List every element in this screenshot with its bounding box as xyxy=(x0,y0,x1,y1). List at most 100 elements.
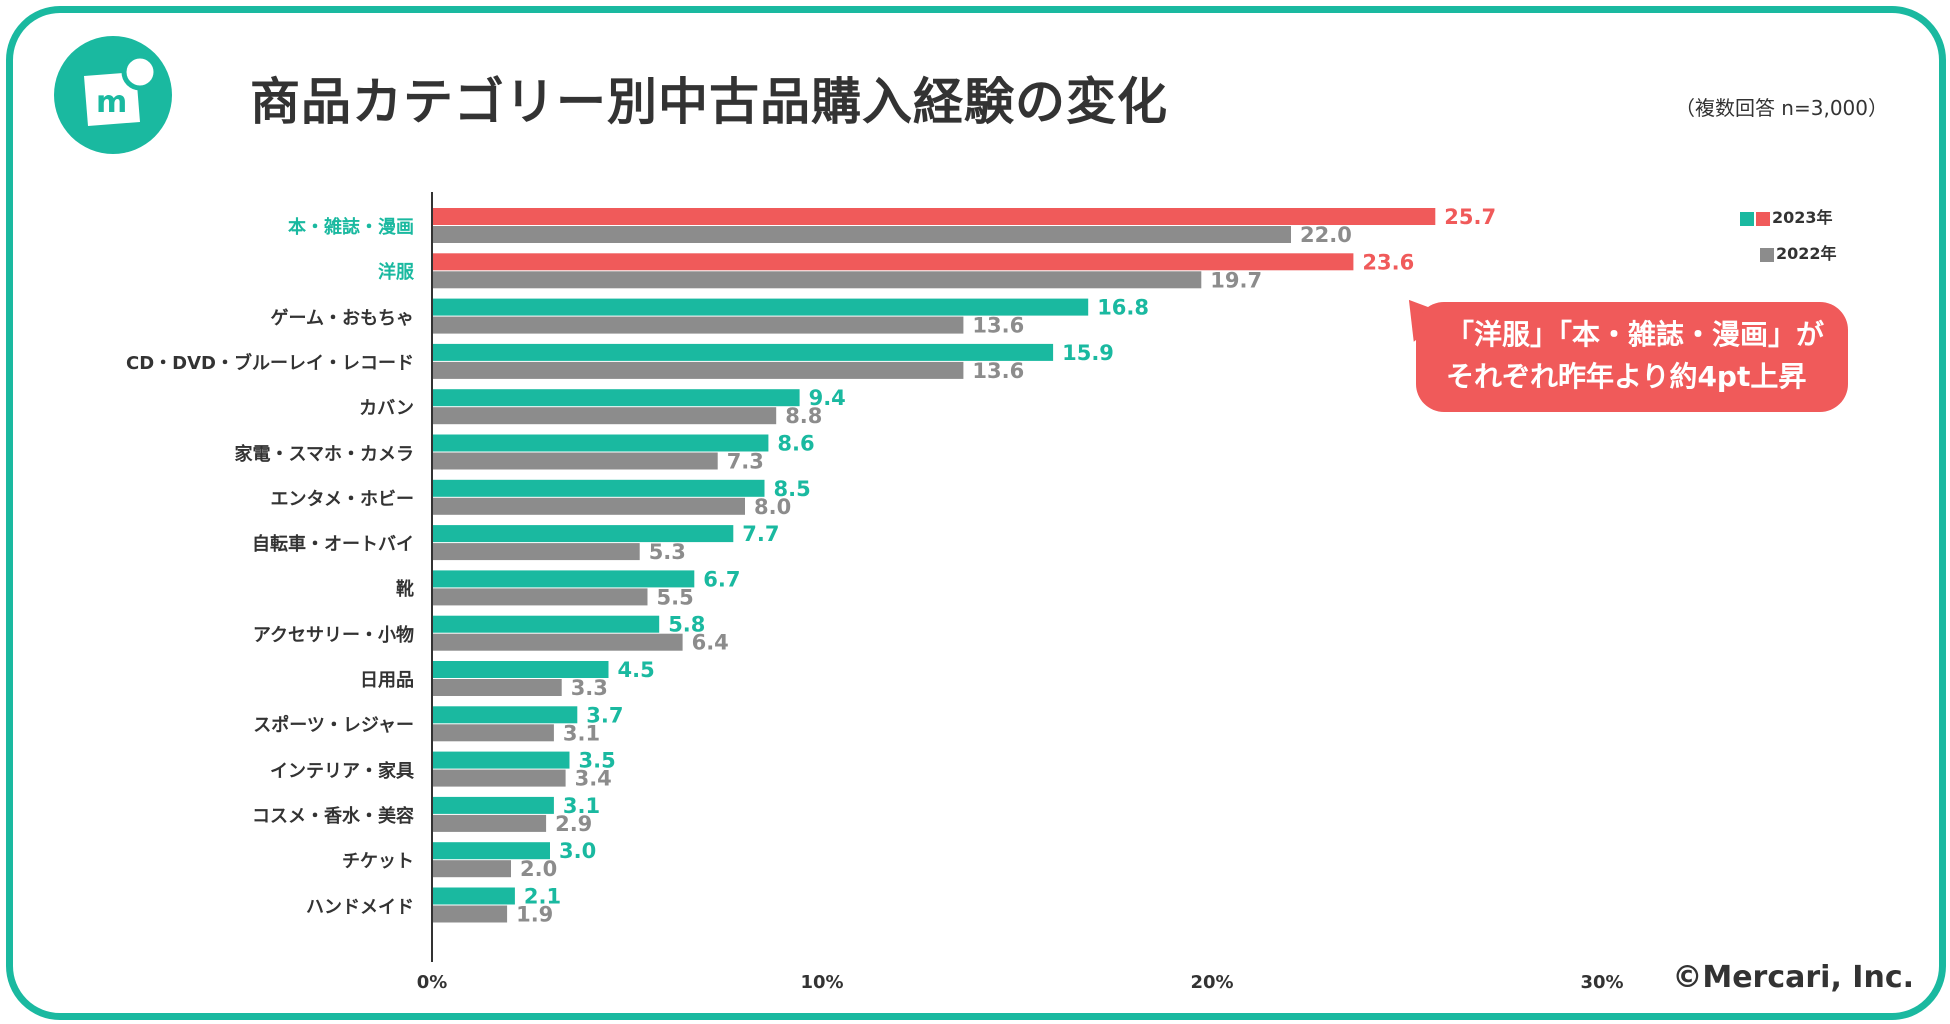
bar-2023 xyxy=(433,615,660,633)
value-label-2023: 8.6 xyxy=(777,432,814,456)
value-label-2023: 5.8 xyxy=(668,613,705,637)
value-label-2022: 5.3 xyxy=(649,540,686,564)
value-label-2022: 8.0 xyxy=(754,495,791,519)
bar-2023 xyxy=(433,706,578,724)
mercari-logo: m xyxy=(54,36,172,154)
category-label: CD・DVD・ブルーレイ・レコード xyxy=(126,352,414,374)
value-label-2023: 2.1 xyxy=(524,885,561,909)
value-label-2023: 16.8 xyxy=(1097,296,1149,320)
bar-2023 xyxy=(433,208,1436,225)
category-label: 家電・スマホ・カメラ xyxy=(234,443,414,465)
value-label-2022: 7.3 xyxy=(727,450,764,474)
x-tick-label: 30% xyxy=(1580,972,1624,993)
bar-2023 xyxy=(433,796,554,814)
value-label-2023: 6.7 xyxy=(703,567,740,591)
value-label-2022: 3.4 xyxy=(575,767,612,791)
bar-2022 xyxy=(433,724,554,742)
category-label: 靴 xyxy=(396,579,414,601)
callout-line-2: それぞれ昨年より約4pt上昇 xyxy=(1446,360,1807,393)
copyright-credit: ©Mercari, Inc. xyxy=(1672,960,1914,995)
category-label: コスメ・香水・美容 xyxy=(252,805,414,827)
category-label: 洋服 xyxy=(378,262,414,284)
x-tick-label: 0% xyxy=(416,972,448,993)
category-label: 自転車・オートバイ xyxy=(252,534,414,556)
legend-swatch-accent xyxy=(1740,211,1754,226)
bar-2023 xyxy=(433,751,570,769)
category-label: アクセサリー・小物 xyxy=(252,624,414,646)
bar-2022 xyxy=(433,679,562,696)
bar-2022 xyxy=(433,633,683,651)
value-label-2023: 7.7 xyxy=(742,522,779,546)
value-label-2022: 2.9 xyxy=(555,812,592,836)
bar-2022 xyxy=(433,769,566,787)
value-label-2023: 3.7 xyxy=(586,703,623,727)
value-label-2022: 2.0 xyxy=(520,857,557,881)
bar-2023 xyxy=(433,298,1089,316)
value-label-2023: 23.6 xyxy=(1362,250,1414,274)
chart-title: 商品カテゴリー別中古品購入経験の変化 xyxy=(250,73,1168,131)
bar-2022 xyxy=(433,905,508,923)
sample-note: （複数回答 n=3,000） xyxy=(1674,96,1888,120)
value-label-2022: 3.3 xyxy=(571,676,608,700)
value-label-2022: 13.6 xyxy=(972,359,1024,383)
category-label: ハンドメイド xyxy=(306,896,414,918)
value-label-2023: 3.1 xyxy=(563,794,600,818)
bar-2022 xyxy=(433,271,1202,289)
category-label: スポーツ・レジャー xyxy=(253,715,414,737)
category-label: エンタメ・ホビー xyxy=(270,488,414,510)
value-label-2022: 13.6 xyxy=(972,314,1024,338)
x-tick-label: 20% xyxy=(1190,972,1234,993)
value-label-2023: 15.9 xyxy=(1062,341,1114,365)
bar-2022 xyxy=(433,407,777,425)
bar-2022 xyxy=(433,860,511,878)
bar-2022 xyxy=(433,588,648,606)
callout-line-1: 「洋服」「本・雑誌・漫画」が xyxy=(1446,318,1825,351)
bar-2023 xyxy=(433,525,734,543)
value-label-2022: 3.1 xyxy=(563,721,600,745)
bar-2022 xyxy=(433,814,547,832)
value-label-2022: 1.9 xyxy=(516,903,553,927)
value-label-2023: 8.5 xyxy=(774,477,811,501)
value-label-2023: 3.5 xyxy=(579,749,616,773)
value-label-2023: 9.4 xyxy=(809,386,846,410)
legend-2022-label: 2022年 xyxy=(1776,244,1837,263)
legend-swatch-highlight xyxy=(1756,211,1770,226)
bar-2023 xyxy=(433,389,800,407)
value-label-2023: 3.0 xyxy=(559,839,596,863)
value-label-2022: 6.4 xyxy=(692,631,729,655)
legend-2023-label: 2023年 xyxy=(1772,208,1833,227)
legend-2023: 2023年 xyxy=(1740,204,1833,228)
category-label: カバン xyxy=(359,398,414,420)
svg-text:m: m xyxy=(96,85,127,120)
value-label-2022: 5.5 xyxy=(657,585,694,609)
category-label: 日用品 xyxy=(360,670,414,691)
bar-2022 xyxy=(433,226,1291,243)
value-label-2023: 4.5 xyxy=(618,658,655,682)
category-label: インテリア・家具 xyxy=(270,760,414,782)
value-label-2023: 25.7 xyxy=(1444,205,1496,229)
bar-2023 xyxy=(433,887,515,905)
bar-2022 xyxy=(433,497,745,515)
bar-2022 xyxy=(433,452,718,470)
legend-2022: 2022年 xyxy=(1760,240,1837,264)
bar-2023 xyxy=(433,842,550,860)
bar-2022 xyxy=(433,543,640,561)
bar-2023 xyxy=(433,661,609,678)
bar-2023 xyxy=(433,253,1354,271)
category-label: ゲーム・おもちゃ xyxy=(270,307,414,329)
bar-2022 xyxy=(433,361,964,379)
value-label-2022: 22.0 xyxy=(1300,223,1352,247)
x-tick-label: 10% xyxy=(800,972,844,993)
bar-2023 xyxy=(433,343,1054,361)
value-label-2022: 8.8 xyxy=(785,404,822,428)
bar-2023 xyxy=(433,570,695,588)
card-frame xyxy=(6,6,1946,1020)
legend-swatch-previous xyxy=(1760,247,1774,262)
bar-2023 xyxy=(433,479,765,497)
bar-2022 xyxy=(433,316,964,334)
bar-2023 xyxy=(433,434,769,452)
category-label: チケット xyxy=(342,851,414,873)
category-label: 本・雑誌・漫画 xyxy=(288,217,414,238)
value-label-2022: 19.7 xyxy=(1210,268,1262,292)
